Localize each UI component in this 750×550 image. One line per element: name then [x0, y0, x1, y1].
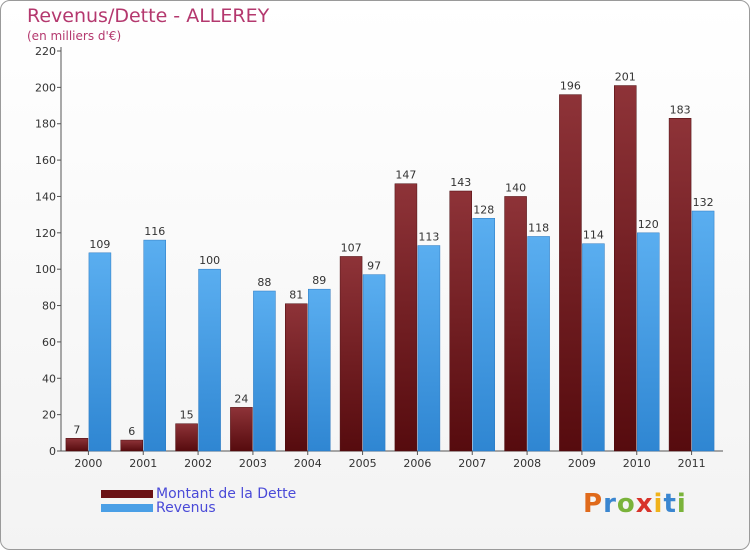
- y-tick-label: 80: [42, 300, 56, 313]
- bar-revenus-2010: [637, 232, 660, 452]
- bar-dette-2003: [230, 407, 253, 452]
- proxiti-logo: Proxiti: [583, 489, 687, 519]
- value-label-dette-2010: 201: [615, 71, 636, 84]
- x-tick-label: 2006: [403, 457, 431, 470]
- value-label-dette-2011: 183: [670, 103, 691, 116]
- value-label-dette-2001: 6: [128, 425, 135, 438]
- x-tick-label: 2005: [349, 457, 377, 470]
- bar-dette-2009: [559, 94, 582, 452]
- value-label-revenus-2005: 97: [367, 260, 381, 273]
- bar-dette-2002: [175, 423, 198, 452]
- value-label-dette-2004: 81: [289, 289, 303, 302]
- x-tick-label: 2010: [623, 457, 651, 470]
- legend-label-revenus: Revenus: [156, 500, 216, 516]
- bar-revenus-2001: [143, 239, 166, 452]
- y-tick-label: 180: [35, 118, 56, 131]
- bar-revenus-2005: [362, 274, 386, 452]
- bar-dette-2011: [668, 118, 692, 452]
- bar-dette-2008: [504, 196, 527, 452]
- bar-dette-2010: [614, 85, 637, 452]
- chart-subtitle: (en milliers d'€): [27, 29, 122, 43]
- y-tick-label: 40: [42, 372, 56, 385]
- bar-dette-2000: [65, 438, 89, 452]
- value-label-revenus-2003: 88: [257, 276, 271, 289]
- bar-revenus-2008: [527, 236, 550, 452]
- bar-revenus-2000: [88, 252, 112, 452]
- bar-revenus-2006: [417, 245, 441, 452]
- x-axis: 2000 2001 2002 2003 2004 2005 2006 2007 2008 2009…: [61, 450, 723, 470]
- bar-dette-2007: [449, 190, 472, 452]
- y-tick-label: 60: [42, 336, 56, 349]
- bar-dette-2006: [394, 183, 418, 452]
- x-tick-label: 2002: [184, 457, 212, 470]
- legend-item-revenus: Revenus: [101, 500, 296, 516]
- chart-legend: Montant de la Dette Revenus: [101, 486, 297, 516]
- value-label-revenus-2004: 89: [312, 274, 326, 287]
- x-tick-label: 2009: [568, 457, 596, 470]
- value-label-revenus-2001: 116: [144, 225, 165, 238]
- chart-title: Revenus/Dette - ALLEREY: [27, 5, 270, 27]
- x-tick-label: 2008: [513, 457, 541, 470]
- x-tick-label: 2001: [129, 457, 157, 470]
- value-label-revenus-2006: 113: [418, 231, 439, 244]
- x-tick-label: 2003: [239, 457, 267, 470]
- bar-revenus-2004: [308, 288, 331, 452]
- bar-dette-2005: [339, 256, 363, 452]
- bar-revenus-2009: [582, 243, 605, 452]
- bar-dette-2004: [285, 303, 308, 452]
- logo-letter: i: [676, 489, 687, 519]
- value-label-dette-2002: 15: [180, 409, 194, 422]
- logo-letter: t: [663, 489, 677, 519]
- value-label-revenus-2010: 120: [638, 218, 659, 231]
- legend-label-dette: Montant de la Dette: [156, 486, 297, 502]
- y-tick-label: 200: [35, 81, 56, 94]
- y-tick-label: 140: [35, 190, 56, 203]
- logo-letter: o: [616, 489, 636, 519]
- value-label-dette-2006: 147: [395, 169, 416, 182]
- value-labels-group: 7 6 15 24 81 107 147 143 140 196 201 183 109 116 100 88…: [73, 71, 713, 439]
- value-label-dette-2009: 196: [560, 80, 581, 93]
- value-label-dette-2000: 7: [73, 423, 80, 436]
- legend-item-dette: Montant de la Dette: [101, 486, 297, 502]
- value-label-revenus-2008: 118: [528, 221, 549, 234]
- bar-revenus-2007: [472, 218, 495, 452]
- value-label-dette-2008: 140: [505, 181, 526, 194]
- logo-letter: P: [583, 489, 604, 519]
- value-label-revenus-2011: 132: [693, 196, 714, 209]
- bar-series-group: [65, 85, 715, 452]
- legend-swatch-dette: [101, 490, 153, 498]
- bar-revenus-2003: [253, 290, 276, 452]
- bar-revenus-2011: [691, 210, 715, 452]
- logo-letter: x: [635, 489, 654, 519]
- logo-letter: i: [653, 489, 664, 519]
- y-tick-label: 100: [35, 263, 56, 276]
- value-label-dette-2007: 143: [450, 176, 471, 189]
- x-tick-label: 2000: [74, 457, 102, 470]
- x-tick-label: 2004: [294, 457, 322, 470]
- value-label-revenus-2007: 128: [473, 203, 494, 216]
- value-label-dette-2003: 24: [234, 392, 248, 405]
- value-label-revenus-2000: 109: [89, 238, 110, 251]
- value-label-dette-2005: 107: [341, 241, 362, 254]
- y-tick-label: 220: [35, 45, 56, 58]
- y-tick-label: 0: [49, 445, 56, 458]
- value-label-revenus-2009: 114: [583, 229, 604, 242]
- y-tick-label: 160: [35, 154, 56, 167]
- y-axis: 0 20 40 60 80 100 120 140 160 180 200 220: [35, 45, 62, 458]
- bar-dette-2001: [120, 439, 143, 452]
- legend-swatch-revenus: [101, 504, 153, 512]
- x-tick-label: 2011: [678, 457, 706, 470]
- y-tick-label: 120: [35, 227, 56, 240]
- logo-letter: r: [603, 489, 617, 519]
- bar-revenus-2002: [198, 268, 221, 452]
- value-label-revenus-2002: 100: [199, 254, 220, 267]
- y-tick-label: 20: [42, 409, 56, 422]
- x-tick-label: 2007: [458, 457, 486, 470]
